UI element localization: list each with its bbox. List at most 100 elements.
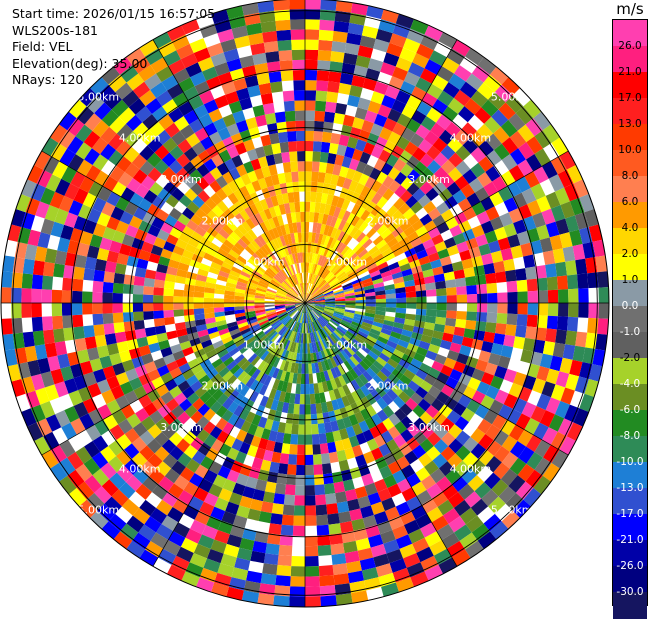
range-gate [375,136,388,150]
range-gate [359,360,370,371]
range-gate [50,368,65,385]
range-gate [347,570,364,584]
range-ring-label: 5.00km [78,90,120,103]
range-gate [197,190,211,203]
range-gate [317,265,324,276]
range-gate [223,257,235,267]
range-gate [305,49,319,61]
range-gate [82,303,93,315]
range-gate [325,298,336,301]
range-gate [365,299,376,303]
range-gate [58,457,76,476]
range-gate [333,388,342,400]
range-gate [177,452,192,467]
range-gate [275,307,286,311]
range-gate [536,393,551,411]
range-gate [230,266,242,275]
range-gate [249,203,259,216]
range-gate [337,386,347,398]
colorbar-segment [613,358,647,385]
range-gate [300,211,305,223]
range-gate [265,269,275,278]
range-gate [413,431,428,445]
range-gate [174,322,187,331]
range-gate [257,348,267,359]
range-gate [108,456,125,473]
range-gate [401,268,413,277]
range-gate [62,315,74,329]
range-gate [77,349,90,364]
range-gate [217,563,235,578]
range-gate [483,181,499,197]
range-gate [75,446,92,464]
range-gate [297,312,302,323]
range-gate [166,25,186,42]
range-gate [82,192,98,209]
range-gate [451,261,464,272]
range-gate [267,313,278,320]
range-gate [281,443,291,455]
range-gate [470,443,487,459]
range-gate [27,422,44,442]
range-gate [354,486,368,499]
range-gate [536,277,548,291]
range-gate [332,30,348,43]
range-gate [314,294,324,300]
range-gate [299,394,305,405]
range-gate [216,162,229,176]
range-gate [443,325,456,335]
range-gate [122,303,133,313]
range-gate [315,254,321,265]
range-gate [210,261,222,271]
range-gate [560,201,575,219]
range-gate [103,271,115,283]
range-gate [305,373,310,385]
range-gate [366,5,384,20]
range-gate [277,325,286,335]
range-gate [587,317,599,334]
range-gate [435,280,447,290]
range-gate [449,224,463,238]
range-gate [176,328,188,338]
range-gate [290,362,296,374]
range-gate [476,123,494,141]
range-gate [333,288,344,294]
range-gate [274,483,286,495]
range-gate [182,225,195,238]
range-gate [579,393,595,412]
range-gate [380,62,396,76]
range-gate [490,375,504,390]
range-gate [202,214,215,227]
range-gate [112,362,126,376]
range-gate [569,359,583,377]
range-gate [579,194,595,213]
range-gate [101,66,121,85]
range-gate [440,364,454,377]
range-gate [266,288,277,294]
range-gate [250,355,261,367]
range-gate [341,156,352,169]
range-gate [226,58,243,72]
range-gate [568,288,579,303]
range-gate [47,355,61,372]
range-gate [406,363,420,375]
range-gate [381,247,393,258]
range-gate [96,247,110,261]
range-gate [254,309,266,314]
range-gate [503,197,518,213]
range-gate [186,201,200,214]
range-gate [305,303,309,313]
range-gate [181,19,200,35]
range-gate [378,572,396,587]
range-gate [285,306,296,311]
range-gate [173,220,187,233]
range-gate [21,408,37,427]
range-gate [279,224,287,236]
range-gate [550,156,567,175]
range-gate [459,81,478,99]
range-gate [289,0,305,10]
range-gate [100,462,117,480]
range-gate [524,171,540,188]
range-gate [432,137,448,153]
elevation-text: Elevation(deg): 35.00 [12,55,148,71]
